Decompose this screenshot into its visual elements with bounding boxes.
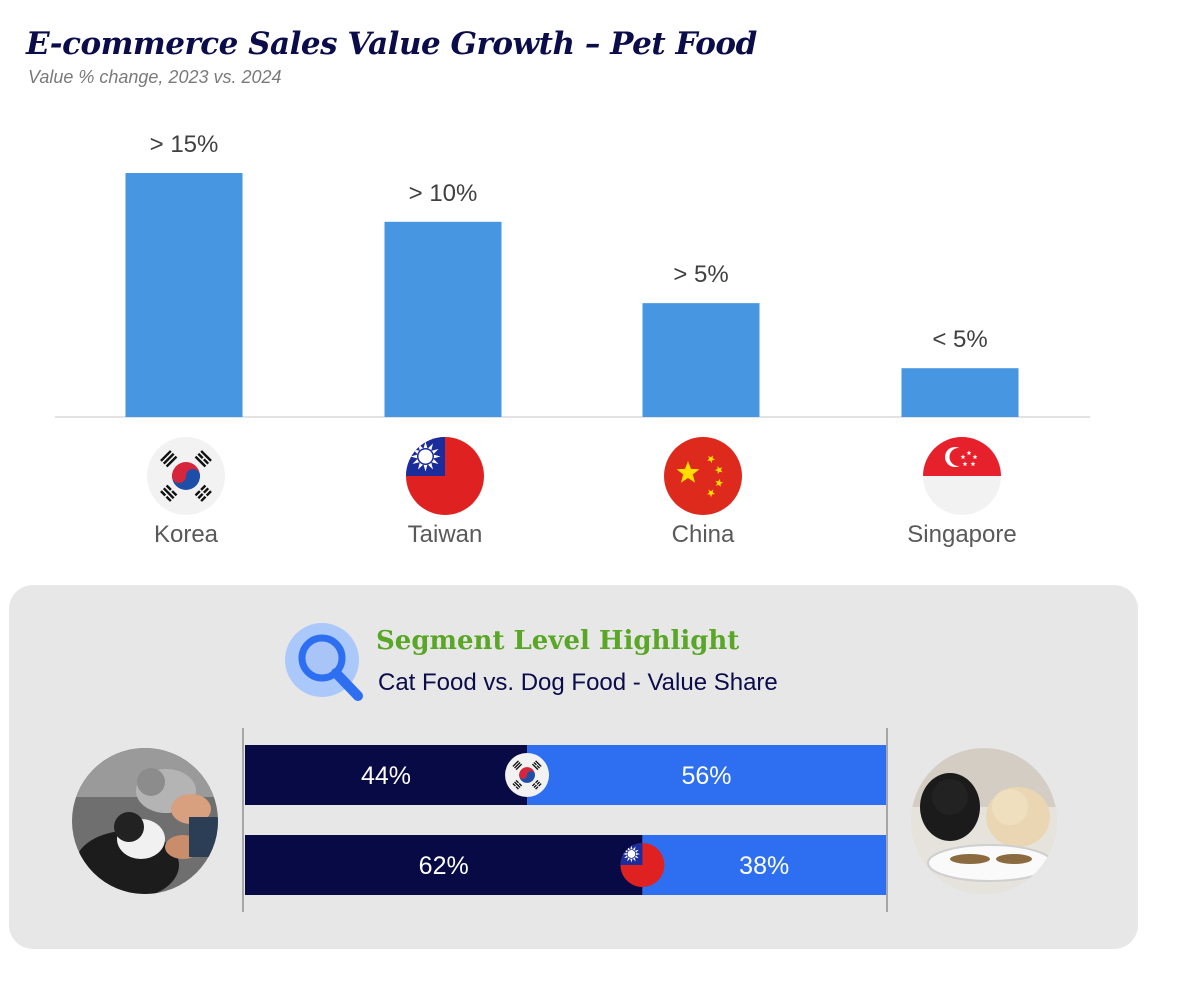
segment-highlight-title: Segment Level Highlight <box>376 626 740 656</box>
korea-flag-icon <box>147 437 225 515</box>
category-label-taiwan: Taiwan <box>408 521 483 548</box>
singapore-flag-icon <box>923 437 1001 515</box>
cat-food-share-taiwan <box>245 835 643 895</box>
dog-food-share-korea <box>527 745 886 805</box>
bar-korea <box>125 173 243 417</box>
chart-title: E-commerce Sales Value Growth – Pet Food <box>26 26 757 62</box>
chart-subtitle: Value % change, 2023 vs. 2024 <box>28 67 282 87</box>
data-label-korea: > 15% <box>150 131 219 158</box>
data-label-china: > 5% <box>673 261 728 288</box>
bar-china <box>642 303 760 417</box>
cat-share-label-korea: 44% <box>361 762 411 790</box>
category-label-korea: Korea <box>154 521 219 548</box>
growth-bar-chart: > 15% > 10% > 5% < 5% Korea Taiwan China Singa… <box>55 131 1090 548</box>
cats-eating-photo <box>72 748 218 894</box>
puppies-eating-photo <box>911 748 1057 894</box>
data-label-taiwan: > 10% <box>409 180 478 207</box>
bar-taiwan <box>384 221 502 417</box>
cat-share-label-taiwan: 62% <box>419 852 469 880</box>
dog-share-label-korea: 56% <box>681 762 731 790</box>
cat-dog-share-chart: 44% 56% 62% 38% <box>242 728 888 912</box>
magnifier-icon <box>285 623 363 701</box>
dog-food-share-taiwan <box>642 835 886 895</box>
data-label-singapore: < 5% <box>932 326 987 353</box>
taiwan-flag-icon <box>620 843 665 887</box>
cat-food-share-korea <box>245 745 528 805</box>
china-flag-icon <box>664 437 742 515</box>
category-label-china: China <box>672 521 735 548</box>
segment-highlight-subtitle: Cat Food vs. Dog Food - Value Share <box>378 669 778 696</box>
korea-flag-icon <box>505 753 550 797</box>
taiwan-flag-icon <box>406 437 484 515</box>
dog-share-label-taiwan: 38% <box>739 852 789 880</box>
category-label-singapore: Singapore <box>907 521 1016 548</box>
bar-singapore <box>901 368 1019 417</box>
